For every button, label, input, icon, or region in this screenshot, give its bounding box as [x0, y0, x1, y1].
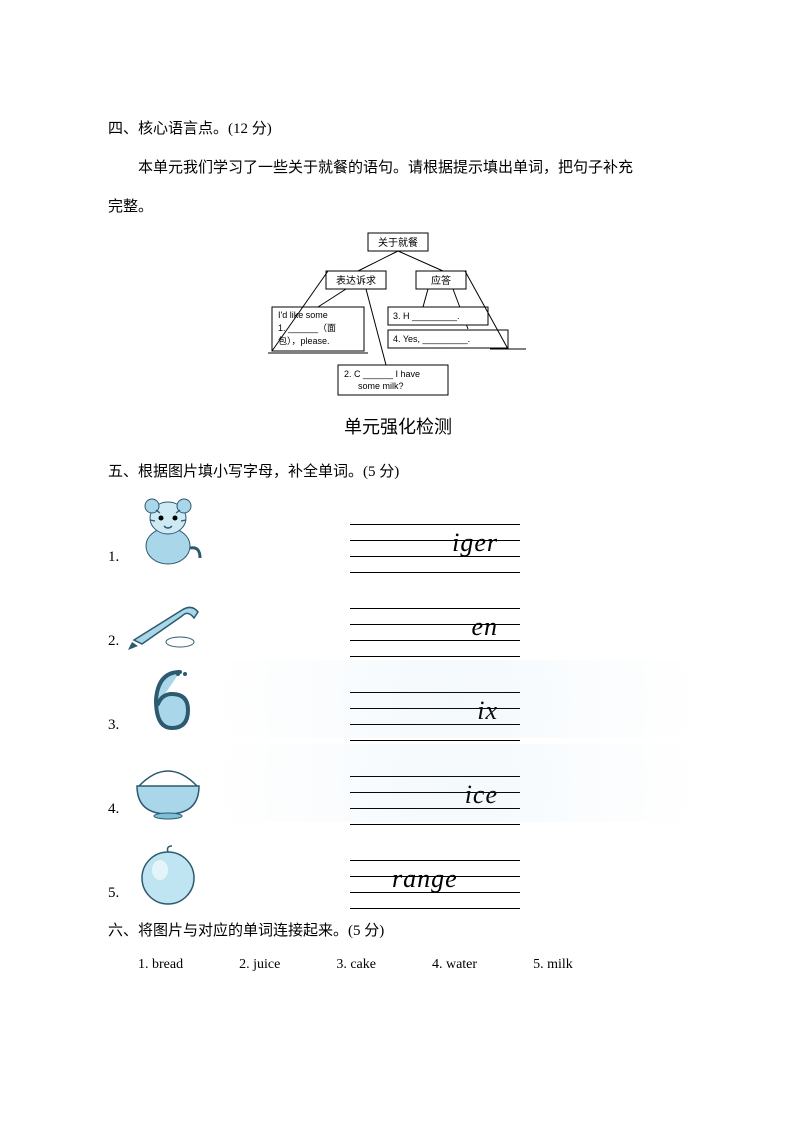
diagram-box1-l2: 1. ______（面 [278, 323, 336, 333]
diagram-box4-l1: 2. C ______ I have [344, 369, 420, 379]
q5-row-4: 4. ice [108, 744, 688, 822]
orange-icon [126, 828, 210, 906]
diagram-root: 关于就餐 [378, 236, 418, 249]
q5-word-3: ix [350, 696, 520, 726]
q5-row-3: 3. ix [108, 660, 688, 738]
q5-word-2: en [350, 612, 520, 642]
diagram-box4-l2: some milk? [358, 381, 404, 391]
diagram-right-branch: 应答 [431, 274, 451, 287]
section4-intro-line2: 完整。 [108, 188, 688, 227]
diagram-box1-l1: I'd like some [278, 310, 328, 320]
diagram-box1-l3: 包），please. [278, 335, 330, 346]
q5-num-1: 1. [108, 549, 126, 570]
unit-title: 单元强化检测 [108, 413, 688, 439]
dining-diagram: 关于就餐 表达诉求 应答 I'd like some 1. ______（面 包… [268, 231, 528, 411]
page: 四、核心语言点。(12 分) 本单元我们学习了一些关于就餐的语句。请根据提示填出… [0, 0, 793, 973]
q5-num-3: 3. [108, 717, 126, 738]
q6-word-4: 4. water [432, 957, 477, 973]
pen-icon [126, 576, 210, 654]
writing-lines-1[interactable]: iger [350, 518, 520, 570]
q5-num-4: 4. [108, 801, 126, 822]
q5-word-4: ice [350, 780, 520, 810]
q5-num-2: 2. [108, 633, 126, 654]
q6-word-5: 5. milk [533, 957, 573, 973]
rice-icon [126, 744, 210, 822]
writing-lines-5[interactable]: range [350, 854, 520, 906]
q6-word-1: 1. bread [138, 957, 183, 973]
tiger-icon [126, 492, 210, 570]
section4-heading: 四、核心语言点。(12 分) [108, 110, 688, 149]
q6-word-3: 3. cake [336, 957, 376, 973]
q5-num-5: 5. [108, 885, 126, 906]
q5-word-1: iger [350, 528, 520, 558]
q5-row-1: 1. iger [108, 492, 688, 570]
diagram-box2: 3. H _________. [393, 311, 460, 321]
writing-lines-4[interactable]: ice [350, 770, 520, 822]
section6-words: 1. bread 2. juice 3. cake 4. water 5. mi… [108, 957, 688, 973]
six-icon [126, 660, 210, 738]
writing-lines-2[interactable]: en [350, 602, 520, 654]
q6-word-2: 2. juice [239, 957, 280, 973]
section5-heading: 五、根据图片填小写字母，补全单词。(5 分) [108, 453, 688, 492]
q5-row-2: 2. en [108, 576, 688, 654]
section4-intro-line1: 本单元我们学习了一些关于就餐的语句。请根据提示填出单词，把句子补充 [108, 149, 688, 188]
section6-heading: 六、将图片与对应的单词连接起来。(5 分) [108, 912, 688, 951]
diagram-left-branch: 表达诉求 [336, 274, 376, 287]
diagram-box3: 4. Yes, _________. [393, 334, 470, 344]
q5-row-5: 5. range [108, 828, 688, 906]
q5-word-5: range [350, 864, 520, 894]
writing-lines-3[interactable]: ix [350, 686, 520, 738]
